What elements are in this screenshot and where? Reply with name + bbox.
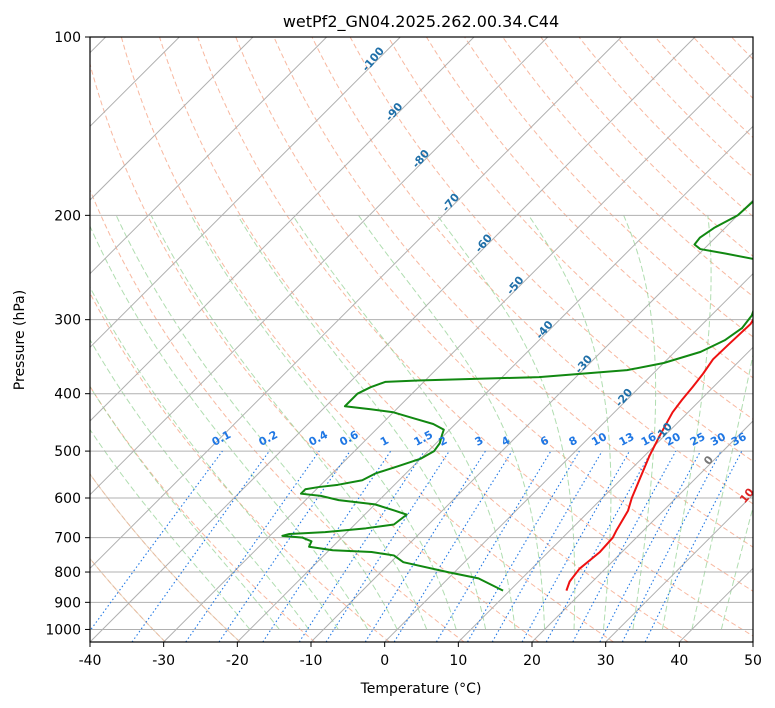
y-tick-label: 700	[54, 531, 81, 547]
mixing-ratio-label: 20	[663, 430, 683, 449]
dry-adiabat-line	[90, 188, 465, 642]
y-tick-label: 300	[54, 313, 81, 329]
mixing-ratio-label: 16	[639, 430, 659, 449]
mixing-ratio-line	[185, 450, 320, 642]
y-tick-label: 100	[54, 30, 81, 46]
dry-adiabat-line	[159, 37, 689, 642]
y-tick-label: 500	[54, 444, 81, 460]
mixing-ratio-line	[262, 450, 392, 642]
dry-adiabat-line	[90, 385, 316, 642]
dewpoint-profile-line	[281, 200, 753, 592]
mixing-ratio-line	[218, 450, 351, 642]
mixing-ratio-label: 13	[617, 430, 637, 449]
isotherm-line	[90, 37, 622, 570]
x-axis-ticks: -40 -30 -20 -10 0 10 20 30 40 50	[79, 642, 762, 669]
isotherm-line	[605, 493, 753, 642]
mixing-ratio-label: 10	[589, 430, 609, 449]
temperature-profile-line	[565, 318, 753, 591]
x-tick-label: 40	[670, 653, 688, 669]
x-tick-label: 20	[523, 653, 541, 669]
moist-adiabat-line	[90, 338, 310, 630]
x-axis-label: Temperature (°C)	[360, 681, 482, 697]
dry-adiabat-line	[90, 62, 540, 642]
y-tick-label: 200	[54, 208, 81, 224]
mixing-ratio-line	[644, 450, 743, 642]
x-tick-label: -40	[79, 653, 102, 669]
x-tick-label: 50	[744, 653, 762, 669]
mixing-ratio-line	[521, 450, 630, 642]
y-axis-ticks: 100 200 300 400 500 600 700 800 900 1000	[45, 30, 90, 638]
y-tick-label: 800	[54, 565, 81, 581]
x-tick-label: -20	[226, 653, 249, 669]
isotherm-line	[384, 272, 753, 642]
moist-adiabat-line	[661, 215, 712, 630]
x-tick-label: 30	[597, 653, 615, 669]
moist-adiabat-line	[623, 215, 657, 630]
isotherm-line	[90, 37, 328, 275]
mixing-ratio-line	[545, 450, 653, 642]
isotherm-line	[90, 37, 549, 496]
curve-family-line	[90, 557, 166, 642]
x-tick-label: 10	[449, 653, 467, 669]
mixing-ratio-label: 36	[729, 430, 749, 449]
mixing-ratio-line	[298, 450, 425, 642]
series-layer	[281, 200, 753, 592]
chart-title: wetPf2_GN04.2025.262.00.34.C44	[283, 12, 559, 32]
mixing-ratio-line	[572, 450, 677, 642]
moist-adiabat-line	[358, 215, 546, 630]
y-axis-label: Pressure (hPa)	[12, 290, 28, 390]
isotherm-line	[90, 37, 401, 349]
isotherm-line	[90, 37, 475, 422]
dry-adiabat-line	[235, 37, 753, 592]
isotherm-line	[163, 51, 753, 642]
isotherm-line	[236, 125, 753, 642]
dry-adiabat-line	[425, 37, 753, 379]
dry-adiabat-line	[120, 37, 614, 642]
dry-adiabat-line	[349, 37, 753, 462]
isotherm-line	[90, 37, 696, 642]
plot-frame	[89, 36, 754, 643]
isotherm-line	[90, 37, 254, 201]
y-tick-label: 400	[54, 387, 81, 403]
curve-family-line	[90, 473, 241, 642]
moist-adiabat-line	[150, 215, 428, 630]
x-tick-label: -10	[300, 653, 323, 669]
x-tick-label: 0	[380, 653, 389, 669]
isotherm-line	[457, 346, 753, 642]
moist-adiabat-line	[691, 352, 753, 630]
mixing-ratio-label: 25	[688, 430, 708, 449]
moist-adiabat-line	[720, 505, 753, 630]
y-tick-label: 600	[54, 491, 81, 507]
dry-adiabat-line	[90, 292, 390, 642]
mixing-ratio-label: 30	[708, 430, 728, 449]
mixing-ratio-line	[90, 450, 223, 632]
y-tick-label: 900	[54, 595, 81, 611]
mixing-ratio-line	[393, 450, 513, 642]
dry-adiabat-line	[197, 37, 753, 637]
mixing-ratio-line	[325, 450, 450, 642]
x-tick-label: -30	[152, 653, 175, 669]
y-tick-label: 1000	[45, 622, 81, 638]
mixing-ratio-line	[131, 450, 270, 642]
isotherm-line	[531, 420, 753, 642]
isotherm-line	[310, 199, 753, 642]
dry-adiabat-line	[273, 37, 753, 548]
grid-layer	[90, 37, 753, 642]
